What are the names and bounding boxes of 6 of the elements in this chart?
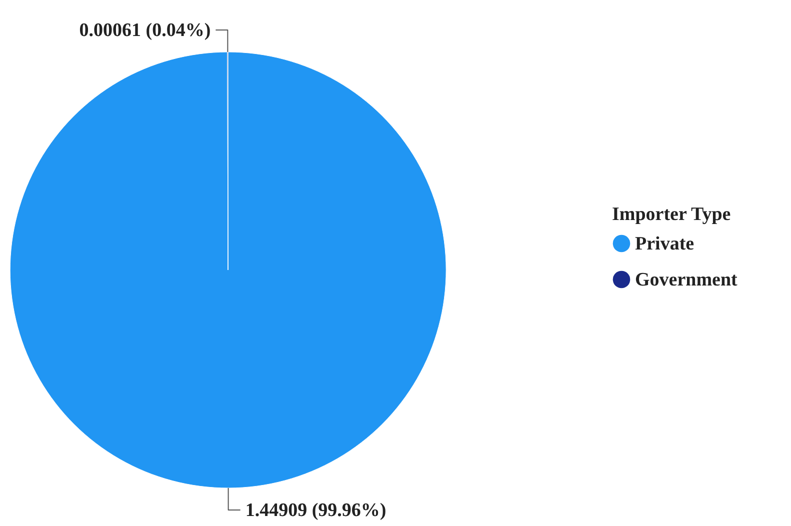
legend-label: Private: [635, 234, 694, 254]
data-label: 1.44909 (99.96%): [245, 500, 386, 521]
pie-slice: [10, 52, 446, 488]
legend-label: Government: [635, 270, 738, 290]
data-label: 0.00061 (0.04%): [79, 20, 211, 41]
legend-title: Importer Type: [612, 204, 731, 225]
